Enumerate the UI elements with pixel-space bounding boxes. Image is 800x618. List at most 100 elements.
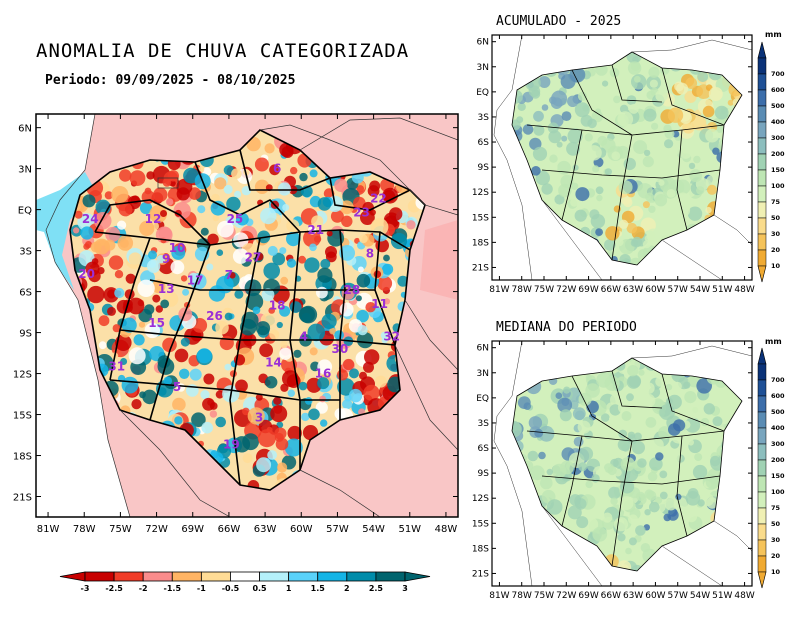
basin-label: 21 <box>307 223 324 237</box>
scale-segment <box>757 249 767 267</box>
scale-label: 500 <box>771 102 785 110</box>
lat-tick-label: 6S <box>478 138 490 148</box>
basin-label: 26 <box>206 309 223 323</box>
lat-tick-label: EQ <box>476 88 489 98</box>
lon-tick-label: 48W <box>734 591 754 601</box>
lon-tick-label: 75W <box>534 591 554 601</box>
lat-tick-label: 3N <box>18 165 32 176</box>
basin-label: 12 <box>145 212 162 226</box>
lat-tick-label: 6N <box>477 344 489 354</box>
basin-label: 31 <box>108 360 125 374</box>
main-map-period: Periodo: 09/09/2025 - 08/10/2025 <box>45 73 296 88</box>
lat-tick-label: 21S <box>472 569 489 579</box>
lat-tick-label: 6N <box>477 38 489 48</box>
lon-tick-label: 81W <box>489 285 509 295</box>
lon-tick-label: 54W <box>362 524 385 535</box>
colorbar-label: 2 <box>344 584 350 593</box>
lon-tick-label: 69W <box>578 591 598 601</box>
lon-tick-label: 81W <box>489 591 509 601</box>
main-anomaly-map: 6N 3N EQ 3S 6S 9S 12S 15S 18S 21S 81W 78W 75W 72W 69W… <box>13 113 459 535</box>
scale-label: 50 <box>771 214 781 222</box>
lat-tick-label: 6S <box>19 288 32 299</box>
colorbar-segment <box>259 571 290 582</box>
lon-tick-label: 75W <box>534 285 554 295</box>
colorbar-arrow-right <box>404 571 431 582</box>
lon-tick-label: 66W <box>601 591 621 601</box>
lat-tick-label: 18S <box>472 238 489 248</box>
scale-arrow-bottom <box>757 265 767 283</box>
scale-label: 600 <box>771 392 785 400</box>
scale-segment <box>757 185 767 203</box>
scale-label: 400 <box>771 118 785 126</box>
lat-tick-label: 12S <box>13 370 32 381</box>
basin-label: 20 <box>78 267 95 281</box>
accum-unit-label: mm <box>765 30 782 39</box>
lon-tick-label: 72W <box>556 285 576 295</box>
colorbar-label: 2.5 <box>369 584 384 593</box>
scale-segment <box>757 443 767 461</box>
lon-tick-label: 57W <box>668 285 688 295</box>
basin-label: 6 <box>273 162 281 176</box>
lat-tick-label: 12S <box>472 188 489 198</box>
scale-segment <box>757 121 767 139</box>
colorbar-arrow-left <box>59 571 86 582</box>
lat-tick-label: 18S <box>472 544 489 554</box>
basin-label: 27 <box>245 250 262 264</box>
lat-tick-label: 12S <box>472 494 489 504</box>
lat-tick-label: 9S <box>19 329 32 340</box>
lon-tick-label: 51W <box>398 524 421 535</box>
lat-tick-label: 15S <box>472 519 489 529</box>
colorbar-label: -1.5 <box>164 584 182 593</box>
scale-label: 700 <box>771 70 785 78</box>
colorbar-label: -3 <box>81 584 90 593</box>
lon-tick-label: 69W <box>578 285 598 295</box>
colorbar-label: 3 <box>402 584 408 593</box>
lon-tick-label: 51W <box>712 285 732 295</box>
colorbar-label: 0.5 <box>252 584 267 593</box>
scale-segment <box>757 57 767 75</box>
lon-tick-label: 54W <box>690 591 710 601</box>
colorbar-segment <box>142 571 173 582</box>
lon-tick-label: 48W <box>734 285 754 295</box>
lon-tick-label: 78W <box>512 285 532 295</box>
colorbar-label: -2 <box>139 584 148 593</box>
scale-segment <box>757 491 767 509</box>
scale-label: 150 <box>771 472 785 480</box>
basin-label: 13 <box>158 282 175 296</box>
lat-tick-label: 21S <box>472 263 489 273</box>
basin-label: 24 <box>82 212 99 226</box>
basin-label: 14 <box>265 356 282 370</box>
colorbar-label: -1 <box>197 584 206 593</box>
colorbar-label: 1.5 <box>311 584 326 593</box>
lat-tick-label: 3S <box>19 247 32 258</box>
basin-label: 11 <box>371 297 388 311</box>
scale-label: 30 <box>771 230 781 238</box>
basin-label: 3 <box>255 410 263 424</box>
lat-tick-label: 15S <box>13 411 32 422</box>
lat-tick-label: 9S <box>478 469 490 479</box>
scale-label: 20 <box>771 552 781 560</box>
lon-tick-label: 66W <box>218 524 241 535</box>
median-unit-label: mm <box>765 337 782 346</box>
colorbar-segment <box>113 571 144 582</box>
colorbar-label: -0.5 <box>222 584 240 593</box>
basin-label: 32 <box>383 330 400 344</box>
main-map-title: ANOMALIA DE CHUVA CATEGORIZADA <box>36 40 410 62</box>
scale-segment <box>757 73 767 91</box>
scale-label: 100 <box>771 182 785 190</box>
scale-label: 75 <box>771 504 781 512</box>
scale-label: 30 <box>771 536 781 544</box>
colorbar-segment <box>317 571 348 582</box>
scale-arrow-top <box>757 347 767 365</box>
lat-tick-label: EQ <box>18 206 32 217</box>
lat-tick-label: 18S <box>13 452 32 463</box>
scale-segment <box>757 217 767 235</box>
scale-segment <box>757 507 767 525</box>
scale-label: 20 <box>771 246 781 254</box>
basin-label: 10 <box>169 241 186 255</box>
lon-tick-label: 57W <box>326 524 349 535</box>
scale-segment <box>757 539 767 557</box>
basin-label: 5 <box>173 380 181 394</box>
lon-tick-label: 60W <box>645 591 665 601</box>
lon-tick-label: 81W <box>37 524 60 535</box>
